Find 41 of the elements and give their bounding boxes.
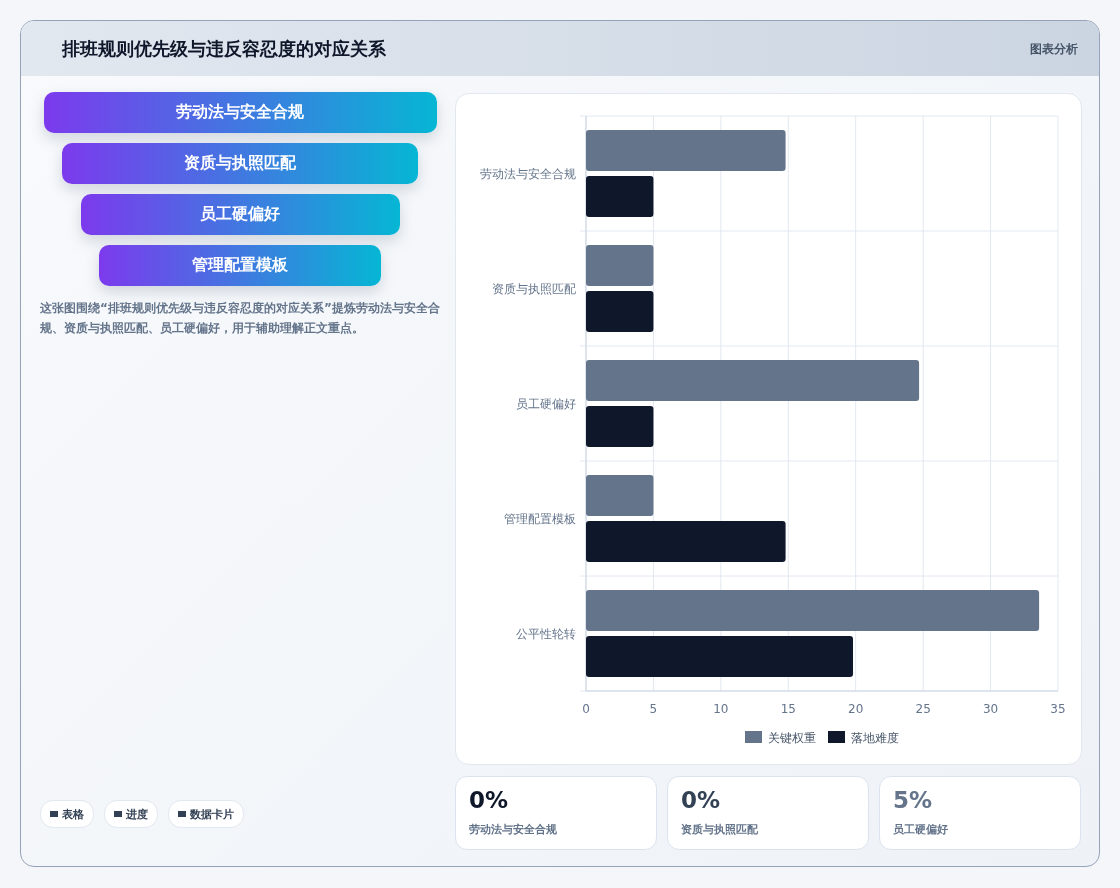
- x-tick-label: 0: [582, 702, 590, 716]
- x-tick-label: 15: [780, 702, 796, 716]
- bar: [586, 521, 786, 562]
- category-label: 劳动法与安全合规: [43, 92, 437, 133]
- bar: [586, 590, 1040, 631]
- bar: [586, 245, 654, 286]
- text: 图表分析: [1030, 41, 1078, 58]
- bar: [586, 360, 920, 401]
- legend-label: 落地难度: [851, 731, 899, 745]
- category-label: 管理配置模板: [99, 245, 381, 286]
- x-tick-label: 10: [713, 702, 729, 716]
- text: 数据卡片: [190, 806, 234, 822]
- category-label: 资质与执照匹配: [681, 822, 758, 837]
- bar: [586, 291, 654, 332]
- bar: [586, 636, 854, 677]
- text: 0%: [681, 787, 721, 813]
- text: 5%: [893, 787, 933, 813]
- text: 这张图围绕“排班规则优先级与违反容忍度的对应关系”提炼劳动法与安全合规、资质与执照匹配、员工硬偏好，用于辅助理解正文重点。: [40, 300, 440, 337]
- x-tick-label: 30: [982, 702, 999, 716]
- bar: [586, 406, 654, 447]
- x-tick-label: 20: [848, 702, 864, 716]
- y-tick-label: 管理配置模板: [504, 511, 576, 526]
- category-label: 资质与执照匹配: [62, 143, 418, 184]
- bar: [586, 475, 654, 516]
- text: 进度: [126, 806, 148, 822]
- y-tick-label: 资质与执照匹配: [492, 281, 576, 296]
- y-tick-label: 员工硬偏好: [516, 396, 576, 411]
- category-label: 员工硬偏好: [80, 194, 400, 235]
- category-label: 员工硬偏好: [893, 822, 948, 837]
- text: 表格: [62, 806, 84, 822]
- x-tick-label: 35: [1050, 702, 1066, 716]
- y-tick-label: 公平性轮转: [516, 626, 576, 641]
- category-label: 劳动法与安全合规: [469, 822, 557, 837]
- bar: [586, 176, 654, 217]
- y-tick-label: 劳动法与安全合规: [480, 166, 576, 181]
- text: 0%: [469, 787, 509, 813]
- text: 排班规则优先级与违反容忍度的对应关系: [62, 37, 386, 61]
- legend-label: 关键权重: [768, 731, 816, 745]
- x-tick-label: 5: [649, 702, 658, 716]
- x-tick-label: 25: [915, 702, 931, 716]
- bar: [586, 130, 786, 171]
